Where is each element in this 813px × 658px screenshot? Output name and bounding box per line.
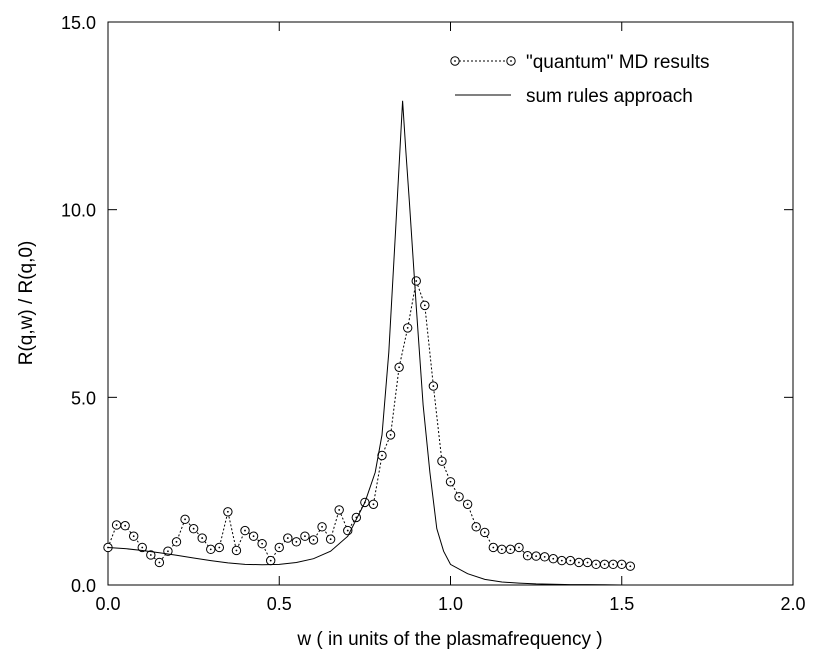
data-point-center: [389, 433, 392, 436]
data-point-center: [372, 503, 375, 506]
data-point-center: [269, 559, 272, 562]
x-tick-label: 1.5: [609, 594, 634, 614]
data-point-center: [132, 535, 135, 538]
data-point-center: [304, 535, 306, 538]
x-axis-label: w ( in units of the plasmafrequency ): [296, 629, 602, 650]
y-ticks: 0.0 5.0 10.0 15.0: [61, 13, 793, 596]
data-point-center: [124, 524, 127, 527]
data-point-center: [552, 557, 555, 560]
data-point-center: [312, 539, 315, 541]
data-point-center: [235, 549, 238, 552]
series-line-1: [107, 100, 639, 586]
data-point-center: [149, 554, 152, 556]
data-point-center: [167, 550, 169, 553]
series-layer: [103, 100, 639, 586]
data-point-center: [449, 480, 452, 483]
y-tick-label: 15.0: [61, 13, 96, 33]
data-point-center: [415, 280, 418, 282]
data-point-center: [244, 529, 246, 532]
data-point-center: [115, 524, 118, 526]
data-point-center: [458, 495, 460, 498]
data-point-center: [620, 563, 623, 566]
data-point-center: [321, 525, 323, 528]
data-point-center: [406, 326, 409, 329]
x-tick-label: 0.0: [95, 594, 120, 614]
data-point-center: [586, 561, 589, 564]
data-point-center: [441, 460, 443, 463]
data-point-center: [483, 531, 486, 534]
legend-marker-center: [510, 60, 512, 62]
data-point-center: [612, 563, 615, 566]
legend-marker-center: [454, 60, 456, 62]
data-point-center: [466, 503, 469, 506]
legend-label-0: "quantum" MD results: [526, 52, 710, 73]
data-point-center: [209, 548, 212, 551]
data-point-center: [595, 563, 597, 566]
data-point-center: [278, 546, 281, 549]
x-tick-label: 1.0: [438, 594, 463, 614]
data-point-center: [535, 555, 538, 557]
data-point-center: [603, 563, 606, 566]
data-point-center: [218, 546, 221, 549]
data-point-center: [492, 546, 495, 549]
data-point-center: [500, 548, 503, 551]
data-point-center: [518, 546, 520, 549]
y-axis-label: R(q,w) / R(q,0): [16, 241, 37, 366]
data-point-center: [295, 540, 298, 543]
data-point-center: [261, 542, 264, 545]
data-point-center: [543, 555, 546, 558]
data-point-center: [629, 565, 632, 568]
data-point-center: [381, 454, 383, 457]
data-point-center: [175, 540, 178, 543]
data-point-center: [158, 561, 161, 564]
y-tick-label: 0.0: [71, 576, 96, 596]
x-tick-label: 0.5: [267, 594, 292, 614]
data-point-center: [569, 559, 572, 562]
data-point-center: [578, 561, 580, 564]
y-tick-label: 5.0: [71, 388, 96, 408]
data-point-center: [184, 518, 186, 521]
data-point-center: [329, 538, 332, 541]
data-point-center: [252, 535, 255, 538]
data-point-center: [475, 525, 478, 528]
data-point-center: [560, 559, 563, 562]
data-point-center: [509, 548, 512, 551]
data-point-center: [526, 554, 529, 557]
data-point-center: [432, 385, 435, 387]
data-point-center: [192, 527, 195, 530]
legend-label-1: sum rules approach: [526, 86, 693, 107]
data-point-center: [346, 529, 349, 532]
x-tick-label: 2.0: [780, 594, 805, 614]
data-point-center: [141, 546, 144, 549]
data-point-center: [226, 510, 229, 513]
legend: "quantum" MD results sum rules approach: [450, 52, 710, 107]
data-point-center: [398, 366, 401, 369]
data-point-center: [286, 537, 289, 539]
data-point-center: [338, 509, 341, 511]
data-point-center: [201, 537, 204, 539]
data-point-center: [423, 304, 426, 307]
x-ticks: 0.0 0.5 1.0 1.5 2.0: [95, 22, 806, 614]
y-tick-label: 10.0: [61, 201, 96, 221]
